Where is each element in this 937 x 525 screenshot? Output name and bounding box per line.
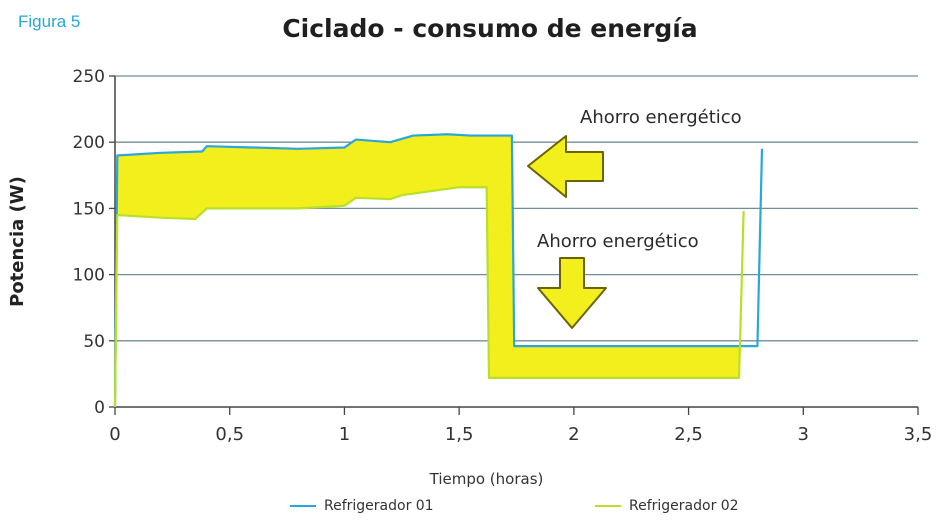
y-tick-label: 150 (73, 199, 105, 219)
y-tick-label: 200 (73, 133, 105, 153)
x-tick-label: 3 (798, 424, 809, 445)
y-tick-label: 100 (73, 266, 105, 286)
annotation-saving-top: Ahorro energético (580, 107, 742, 128)
arrow-down-icon (537, 257, 607, 329)
x-tick-label: 1,5 (445, 424, 474, 445)
x-tick-label: 1 (339, 424, 350, 445)
energy-band (117, 134, 740, 378)
series-line-2 (113, 186, 745, 408)
legend-label: Refrigerador 01 (324, 498, 434, 514)
x-tick-label: 2,5 (674, 424, 703, 445)
y-tick-label: 250 (73, 67, 105, 87)
x-axis-label: Tiempo (horas) (429, 470, 544, 488)
x-tick-label: 0 (109, 424, 120, 445)
annotation-saving-bottom: Ahorro energético (537, 231, 699, 252)
chart-title: Ciclado - consumo de energía (282, 14, 698, 43)
legend-swatch (290, 505, 316, 507)
legend-label: Refrigerador 02 (629, 498, 739, 514)
legend-swatch (595, 505, 621, 507)
arrow-left-icon (527, 135, 604, 198)
y-axis-label: Potencia (W) (7, 176, 28, 307)
x-tick-label: 3,5 (904, 424, 933, 445)
figure-label: Figura 5 (18, 12, 81, 31)
legend-item-series-2: Refrigerador 02 (595, 498, 739, 514)
x-tick-label: 2 (568, 424, 579, 445)
y-tick-label: 50 (83, 332, 105, 352)
series-line-1 (113, 133, 764, 408)
legend-item-series-1: Refrigerador 01 (290, 498, 434, 514)
y-tick-label: 0 (94, 398, 105, 418)
x-tick-label: 0,5 (215, 424, 244, 445)
